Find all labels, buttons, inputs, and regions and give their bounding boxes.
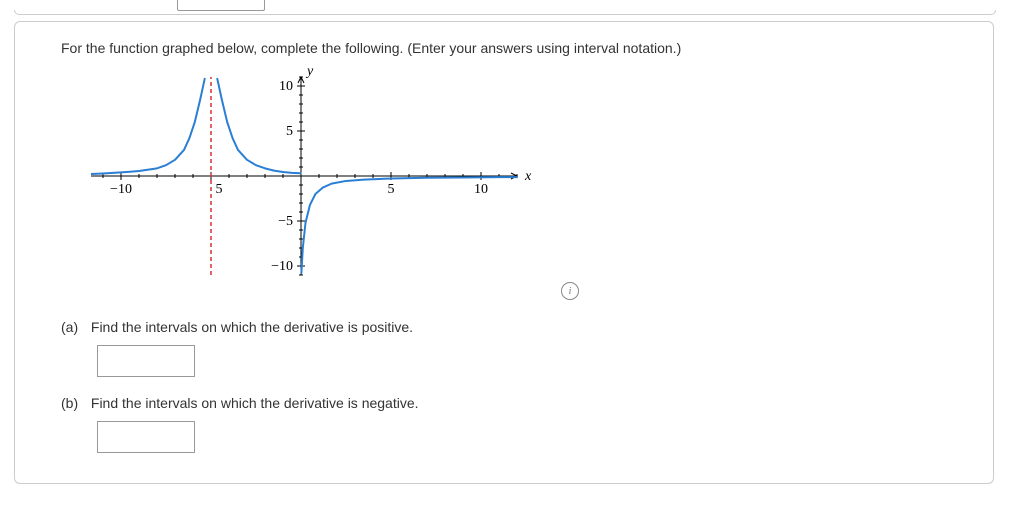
svg-text:y: y <box>305 66 314 79</box>
part-a-label: (a) <box>61 319 87 335</box>
part-a-text: Find the intervals on which the derivati… <box>91 319 413 335</box>
previous-answer-box-partial <box>177 0 265 11</box>
svg-text:5: 5 <box>286 124 293 139</box>
svg-text:−10: −10 <box>271 259 293 274</box>
part-a-answer-input[interactable] <box>97 345 195 377</box>
svg-text:x: x <box>524 169 532 184</box>
svg-text:−10: −10 <box>110 182 132 197</box>
svg-text:10: 10 <box>474 182 488 197</box>
info-icon[interactable]: i <box>561 282 579 300</box>
svg-text:5: 5 <box>216 182 223 197</box>
svg-text:−5: −5 <box>278 214 293 229</box>
function-graph: −10 5 10 5 10 5 −5 −10 y x <box>91 66 973 289</box>
part-b: (b) Find the intervals on which the deri… <box>61 395 973 453</box>
part-a: (a) Find the intervals on which the deri… <box>61 319 973 377</box>
previous-card-bottom <box>14 10 996 15</box>
svg-text:10: 10 <box>279 79 293 94</box>
part-b-text: Find the intervals on which the derivati… <box>91 395 419 411</box>
part-b-answer-input[interactable] <box>97 421 195 453</box>
part-b-label: (b) <box>61 395 87 411</box>
question-card: For the function graphed below, complete… <box>14 21 994 484</box>
question-prompt: For the function graphed below, complete… <box>61 40 973 56</box>
svg-text:5: 5 <box>388 182 395 197</box>
